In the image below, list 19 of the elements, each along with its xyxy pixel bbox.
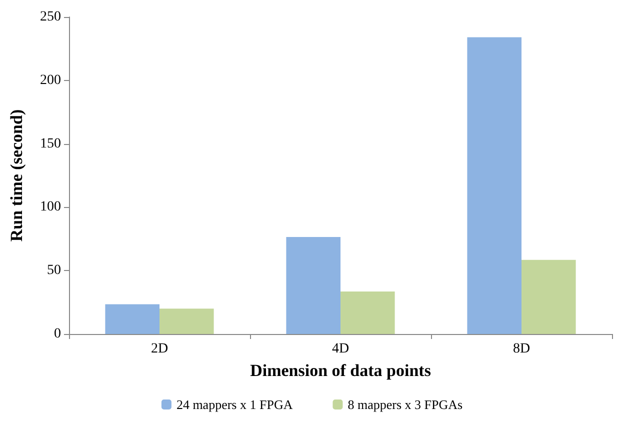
bar bbox=[160, 308, 214, 334]
y-tick-label: 150 bbox=[40, 136, 61, 152]
bar bbox=[105, 304, 160, 334]
legend-label: 8 mappers x 3 FPGAs bbox=[348, 397, 463, 412]
y-tick-label: 250 bbox=[40, 10, 61, 24]
x-tick-label: 8D bbox=[512, 342, 530, 356]
bar bbox=[467, 37, 522, 334]
legend-label: 24 mappers x 1 FPGA bbox=[176, 397, 294, 412]
y-tick-label: 50 bbox=[47, 263, 61, 278]
y-tick-label: 0 bbox=[54, 326, 61, 342]
bar bbox=[340, 292, 395, 334]
y-tick-label: 200 bbox=[40, 72, 61, 88]
x-axis-title: Dimension of data points bbox=[250, 361, 432, 380]
x-tick-label: 4D bbox=[332, 342, 350, 356]
y-axis-title: Run time (second) bbox=[7, 109, 26, 242]
bar bbox=[286, 237, 340, 334]
y-tick-label: 100 bbox=[40, 200, 61, 215]
x-tick-label: 2D bbox=[150, 342, 168, 356]
bar bbox=[522, 260, 576, 334]
